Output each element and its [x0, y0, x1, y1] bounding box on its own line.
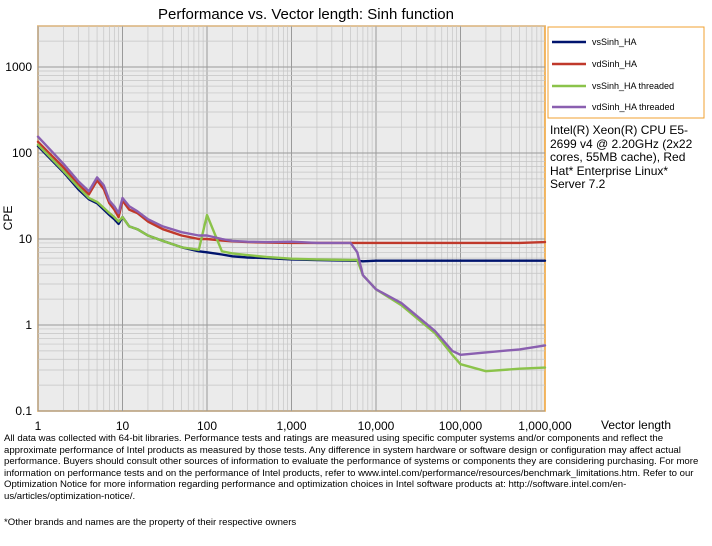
x-tick-label: 10	[116, 419, 130, 432]
y-tick-label: 1000	[5, 60, 32, 74]
y-tick-label: 100	[12, 146, 32, 160]
y-tick-label: 10	[19, 232, 33, 246]
series-lines	[36, 135, 547, 373]
footnote-text: *Other brands and names are the property…	[4, 517, 297, 528]
system-note: Intel(R) Xeon(R) CPU E5-2699 v4 @ 2.20GH…	[550, 123, 693, 191]
y-tick-label: 0.1	[15, 404, 32, 418]
series-line	[36, 135, 547, 356]
legend-label: vdSinh_HA threaded	[592, 102, 675, 112]
legend-label: vsSinh_HA	[592, 37, 637, 47]
x-tick-label: 100,000	[439, 419, 483, 432]
legend: vsSinh_HA vdSinh_HA vsSinh_HA threaded vdSi…	[552, 37, 675, 112]
x-axis-label: Vector length	[601, 418, 671, 432]
x-tick-label: 1,000,000	[518, 419, 572, 432]
disclaimer-text: All data was collected with 64-bit libra…	[4, 433, 699, 502]
x-tick-label: 10,000	[358, 419, 395, 432]
x-tick-label: 100	[197, 419, 217, 432]
tick-labels: 1 10 100 1,000 10,000 100,000 1,000,0000.11101…	[5, 60, 572, 432]
y-tick-label: 1	[25, 318, 32, 332]
x-tick-label: 1	[35, 419, 42, 432]
chart: Performance vs. Vector length: Sinh func…	[1, 6, 705, 432]
series-line	[36, 143, 547, 373]
series-line	[36, 144, 547, 263]
y-axis-label: CPE	[1, 206, 15, 231]
x-tick-label: 1,000	[276, 419, 306, 432]
legend-label: vdSinh_HA	[592, 59, 637, 69]
chart-title: Performance vs. Vector length: Sinh func…	[158, 6, 454, 23]
legend-label: vsSinh_HA threaded	[592, 81, 674, 91]
